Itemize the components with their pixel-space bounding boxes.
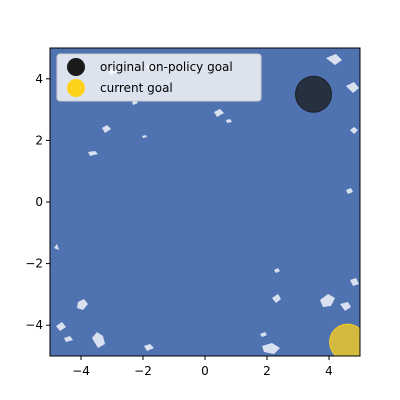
x-tick-label: 0 [201,364,209,378]
y-tick-label: 4 [35,72,43,86]
speckles [54,54,359,354]
goal-point-original [295,75,332,113]
legend-marker-current-goal [67,79,85,97]
y-tick-label: −4 [25,318,43,332]
x-tick-label: −4 [72,364,90,378]
legend-marker-original-goal [67,58,85,76]
x-tick-label: 4 [325,364,333,378]
x-tick-label: −2 [134,364,152,378]
goal-point-current [329,323,360,356]
y-tick-label: 0 [35,195,43,209]
legend-label-current-goal: current goal [100,81,173,95]
x-tick-label: 2 [263,364,271,378]
legend-label-original-goal: original on-policy goal [100,60,233,74]
y-tick-label: −2 [25,257,43,271]
legend: original on-policy goal current goal [56,53,262,102]
y-tick-label: 2 [35,133,43,147]
legend-box [56,53,262,102]
